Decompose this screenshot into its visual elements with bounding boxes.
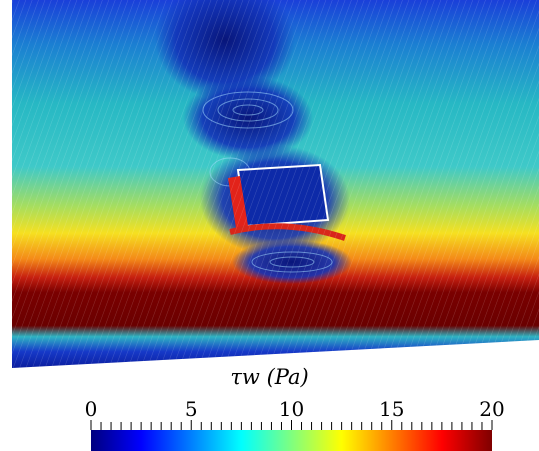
surface-domain (0, 0, 539, 370)
colorbar-tick-label: 20 (479, 397, 504, 421)
colorbar-ticks (91, 420, 492, 430)
colorbar: 0 5 10 15 20 (0, 390, 539, 451)
colorbar-tick-label: 15 (379, 397, 404, 421)
wall-shear-stress-streamline-plot (0, 0, 539, 370)
colorbar-tick-label: 10 (279, 397, 304, 421)
colorbar-tick-label: 0 (85, 397, 98, 421)
streamline-texture (0, 0, 539, 370)
colorbar-tick-label: 5 (185, 397, 198, 421)
colorbar-tick-labels: 0 5 10 15 20 (85, 397, 505, 421)
colorbar-title: τw (Pa) (0, 365, 539, 389)
colorbar-bar (91, 430, 492, 451)
